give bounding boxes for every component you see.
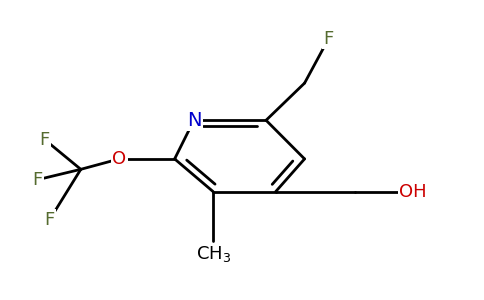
Text: N: N xyxy=(187,111,201,130)
Text: O: O xyxy=(112,150,126,168)
Text: F: F xyxy=(40,130,50,148)
Text: OH: OH xyxy=(399,183,427,201)
Text: F: F xyxy=(32,171,43,189)
Text: CH$_3$: CH$_3$ xyxy=(196,244,231,264)
Text: F: F xyxy=(45,211,55,229)
Text: F: F xyxy=(323,29,334,47)
